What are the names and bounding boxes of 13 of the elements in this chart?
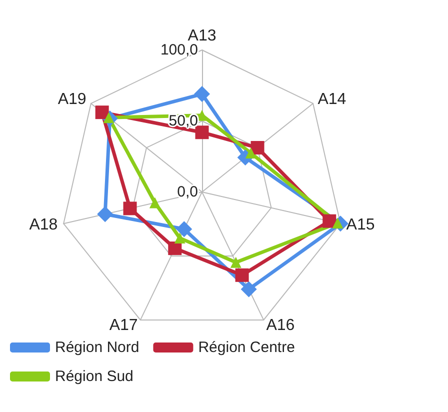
legend-label: Région Centre [198, 339, 295, 356]
spoke-label: A14 [318, 91, 346, 108]
spoke-label: A13 [188, 28, 216, 44]
spoke-label: A17 [109, 316, 138, 334]
y-tick-label: 100,0 [160, 42, 198, 58]
legend-label: Région Nord [55, 339, 140, 356]
spoke-label: A16 [266, 316, 295, 334]
y-tick-label: 50,0 [168, 112, 198, 130]
spoke-label: A19 [58, 91, 86, 108]
spoke-label: A18 [29, 216, 58, 234]
spoke-label: A15 [346, 216, 375, 234]
legend-label: Région Sud [55, 368, 134, 385]
y-tick-label: 0,0 [177, 184, 198, 200]
